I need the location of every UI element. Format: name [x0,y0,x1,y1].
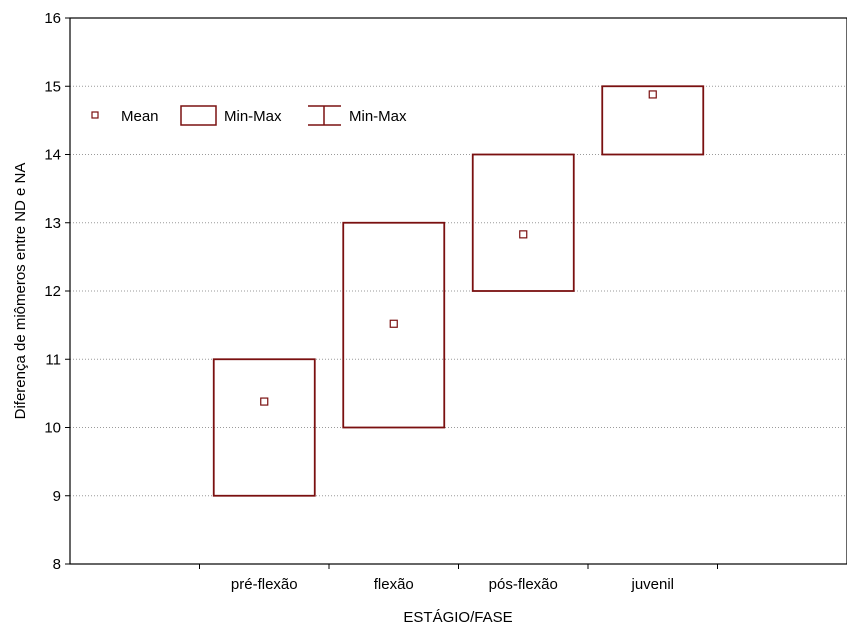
mean-point [519,230,528,239]
legend-whisker-label: Min-Max [349,108,407,125]
plot-frame [69,17,847,565]
x-tick-label: pós-flexão [489,576,558,593]
min-max-box [342,221,446,429]
min-max-box [601,85,705,156]
y-tick-label: 13 [44,215,61,232]
legend-mean-marker [91,111,99,119]
legend-mean-label: Mean [121,108,159,125]
y-tick-label: 14 [44,147,61,164]
x-tick-label: pré-flexão [231,576,298,593]
x-tick-label: juvenil [630,576,674,593]
mean-point [648,90,657,99]
legend-box-label: Min-Max [224,108,282,125]
min-max-box [212,358,316,497]
y-tick-label: 16 [44,10,61,27]
y-axis-ticks: 8 9 10 11 12 13 14 15 16 [44,10,70,573]
x-axis-label: ESTÁGIO/FASE [403,609,512,626]
legend-whisker-marker [308,105,341,126]
y-tick-label: 11 [45,351,61,368]
min-max-boxes [212,85,705,497]
mean-markers [260,90,657,406]
y-tick-label: 8 [53,556,61,573]
mean-point [389,319,398,328]
x-tick-label: flexão [374,576,414,593]
y-tick-label: 10 [44,420,61,437]
y-tick-label: 15 [44,78,61,95]
y-tick-label: 12 [44,283,61,300]
min-max-box [471,153,575,292]
y-axis-label: Diferença de miômeros entre ND e NA [12,163,29,420]
x-axis-ticks: pré-flexão flexão pós-flexão juvenil [199,564,718,593]
legend: Mean Min-Max Min-Max [91,105,407,126]
legend-box-marker [180,105,217,126]
mean-point [260,397,269,406]
grid-lines [70,85,847,497]
y-tick-label: 9 [53,488,61,505]
